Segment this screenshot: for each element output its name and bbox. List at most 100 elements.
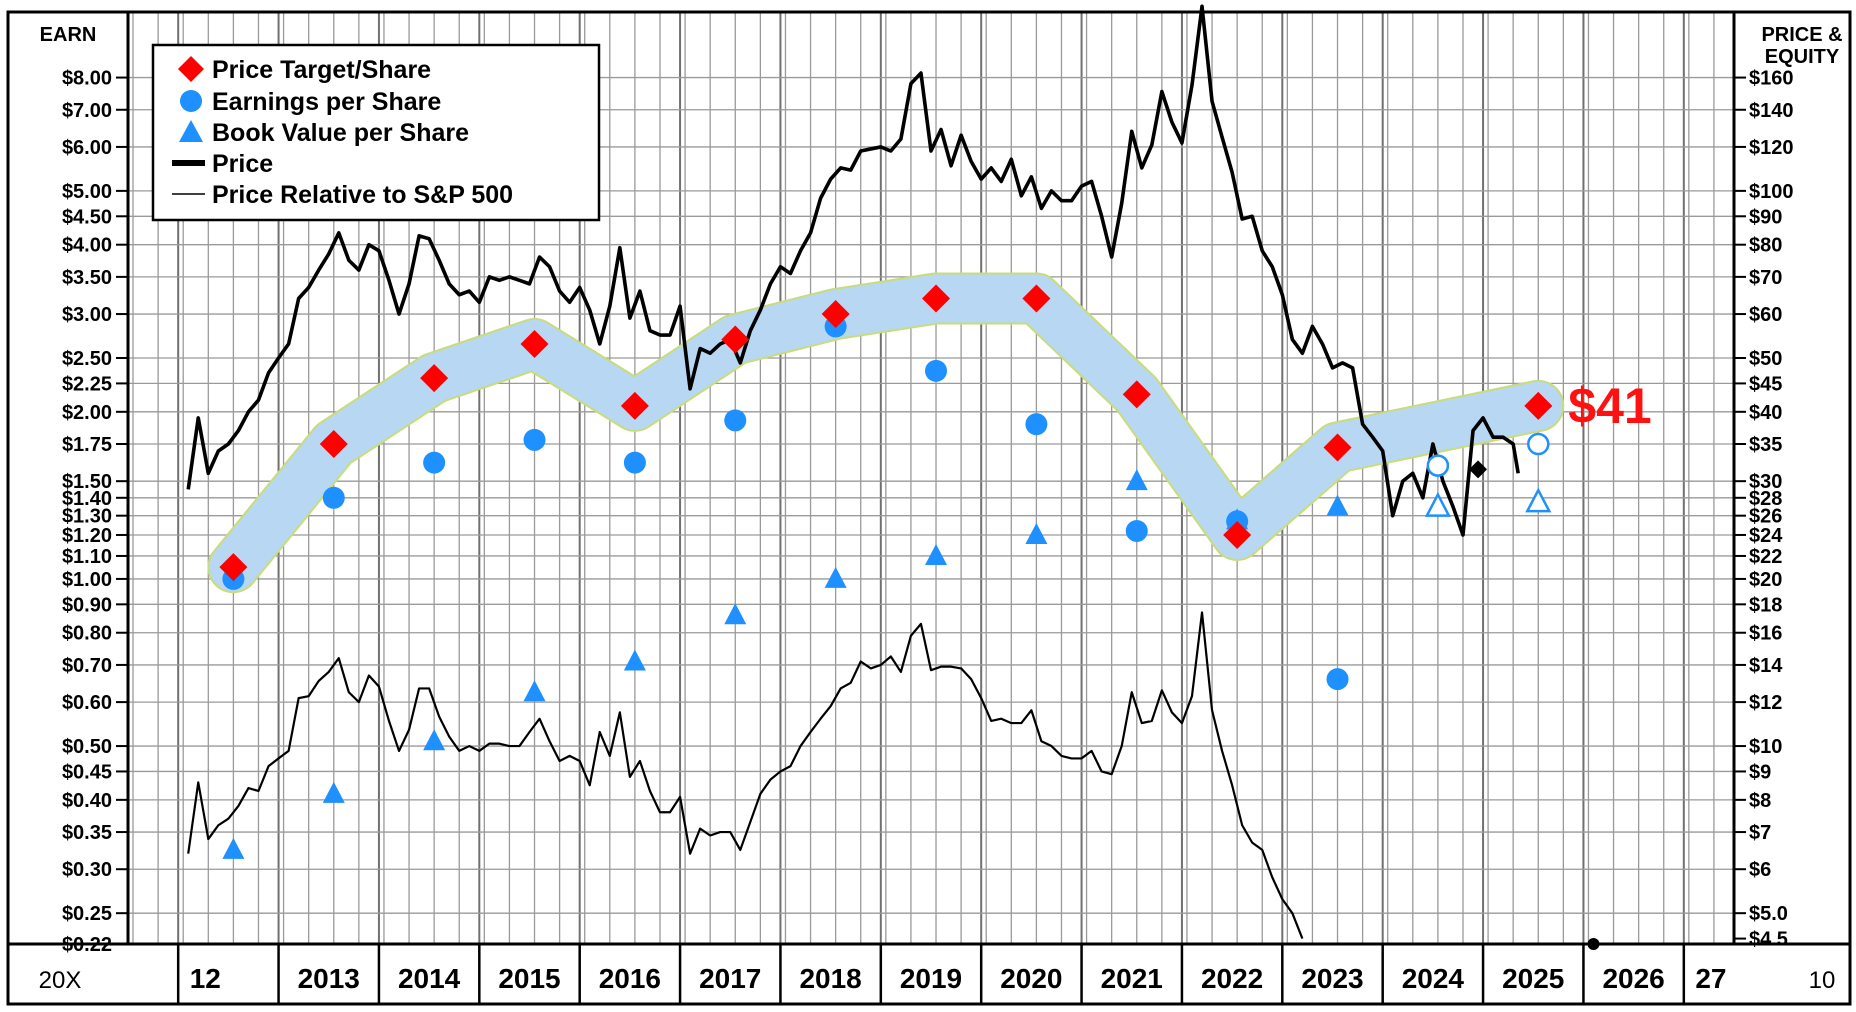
eps-marker [1326,668,1349,691]
year-label: 27 [1695,963,1726,994]
book-value-marker [1326,494,1349,516]
earn-tick-label: $0.35 [62,822,112,844]
legend-label: Earnings per Share [212,88,441,116]
earn-tick-label: $0.60 [62,692,112,714]
book-value-marker [322,781,345,803]
earn-tick-label: $4.50 [62,206,112,228]
price-tick-label: $24 [1749,525,1783,547]
price-tick-label: $50 [1749,348,1782,370]
price-tick-label: $100 [1749,181,1794,203]
year-label: 2020 [1000,963,1062,994]
price-target-marker [620,391,649,420]
year-label: 12 [190,963,221,994]
diamond-icon [178,56,204,82]
earn-tick-label: $2.25 [62,373,112,395]
earn-tick-label: $3.00 [62,304,112,326]
earn-tick-label: $7.00 [62,100,112,122]
eps-marker [523,428,546,451]
corner-label-left: 20X [39,967,82,994]
book-value-marker [423,729,446,751]
eps-marker [1025,413,1048,436]
tick-labels: $8.00 $7.00 $6.00 $5.00 $4.50 $4.00 $3.50 $3.00… [62,68,1794,994]
price-tick-label: $70 [1749,267,1782,289]
price-tick-label: $6 [1749,859,1771,881]
price-tick-label: $90 [1749,206,1782,228]
year-label: 2015 [498,963,560,994]
price-tick-label: $26 [1749,506,1782,528]
year-label: 2025 [1502,963,1564,994]
price-tick-label: $45 [1749,373,1782,395]
legend-label: Price [212,150,273,178]
legend-item-book-value: Book Value per Share [179,119,469,147]
price-tick-label: $14 [1749,655,1783,677]
year-label: 2017 [699,963,761,994]
earn-tick-label: $0.50 [62,736,112,758]
price-line [186,4,1520,537]
earn-tick-label: $0.30 [62,859,112,881]
earn-tick-label: $3.50 [62,267,112,289]
book-value-marker [523,680,546,702]
year-label: 2016 [599,963,661,994]
price-tick-label: $9 [1749,761,1771,783]
year-label: 2019 [900,963,962,994]
legend-item-price-target: Price Target/Share [178,56,431,84]
book-value-marker-estimate [1424,491,1451,517]
price-tick-label: $18 [1749,594,1782,616]
eps-marker [322,486,345,509]
price-tick-label: $35 [1749,434,1782,456]
earn-tick-label: $1.50 [62,471,112,493]
book-value-marker [1025,522,1048,544]
earn-tick-label: $2.50 [62,348,112,370]
price-tick-label: $160 [1749,68,1794,90]
price-target-marker [520,329,549,358]
left-axis-title: EARN [40,24,97,46]
price-target-marker [1223,520,1252,549]
triangle-icon [179,120,203,142]
year-label: 2022 [1201,963,1263,994]
right-axis-title-line2: EQUITY [1765,46,1840,68]
year-label: 2018 [799,963,861,994]
price-tick-label: $5.0 [1749,903,1788,925]
book-value-marker [724,603,747,625]
price-tick-label: $7 [1749,822,1771,844]
earn-tick-label: $0.25 [62,903,112,925]
legend-label: Price Target/Share [212,56,431,84]
legend-label: Price Relative to S&P 500 [212,181,513,209]
price-tick-label: $140 [1749,100,1794,122]
book-value-marker [222,837,245,859]
series [186,4,1520,939]
year-label: 2021 [1101,963,1163,994]
price-tick-label: $10 [1749,736,1782,758]
price-target-value-label: $41 [1568,378,1651,434]
earn-tick-label: $1.20 [62,525,112,547]
earn-tick-label: $0.70 [62,655,112,677]
earn-tick-label: $0.90 [62,594,112,616]
markers [219,284,1600,950]
book-value-marker [623,649,646,671]
earn-tick-label: $1.40 [62,488,112,510]
price-target-marker [1122,380,1151,409]
price-target-marker [1323,433,1352,462]
price-target-marker [1524,391,1553,420]
eps-marker-estimate [1527,432,1550,456]
year-label: 2014 [398,963,461,994]
price-target-marker [821,300,850,329]
right-axis-title-line1: PRICE & [1761,24,1842,46]
eps-marker [623,451,646,474]
price-tick-label: $8 [1749,790,1771,812]
eps-marker-estimate [1426,454,1450,477]
price-tick-label: $40 [1749,402,1782,424]
legend-box [151,43,601,222]
legend-item-eps: Earnings per Share [180,88,441,116]
earn-tick-label: $5.00 [62,181,112,203]
price-tick-label: $20 [1749,569,1782,591]
price-target-marker [1022,284,1051,313]
price-tick-label: $28 [1749,488,1782,510]
book-value-marker-estimate [1525,487,1552,513]
book-value-marker [824,566,847,588]
earn-tick-label: $1.75 [62,434,112,456]
price-relative-line [187,611,1304,939]
legend-item-price-relative: Price Relative to S&P 500 [172,181,513,209]
legend-item-price: Price [172,150,273,178]
